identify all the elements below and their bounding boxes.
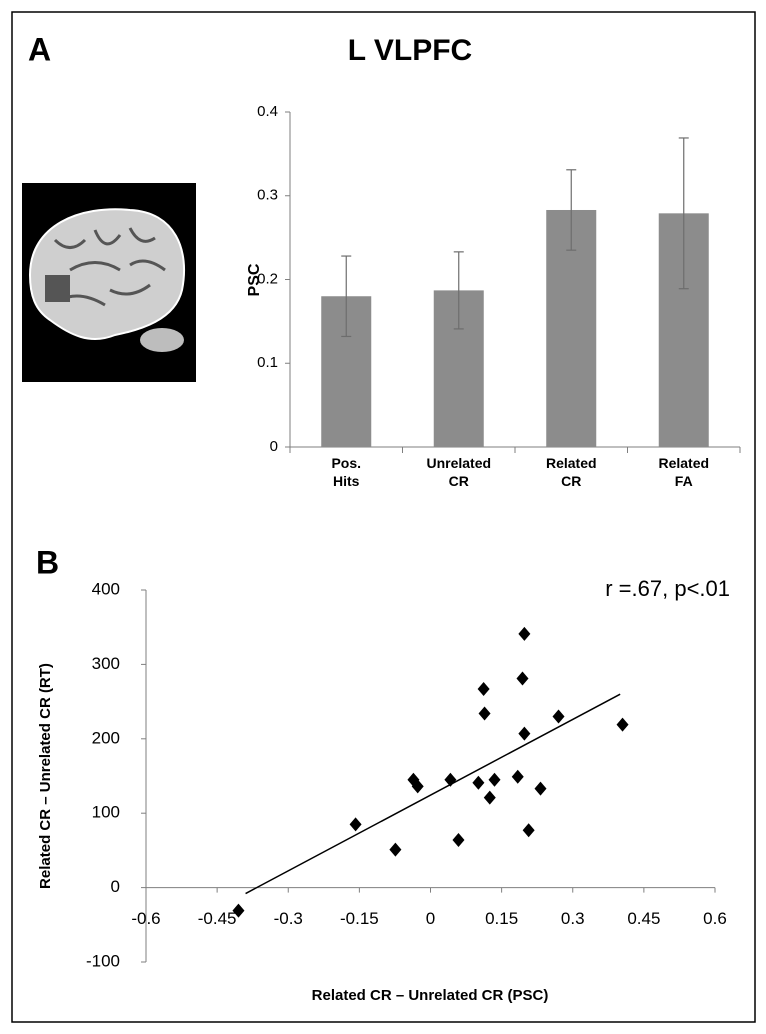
panel-label: B — [36, 544, 59, 580]
x-tick-label: 0.45 — [627, 909, 660, 928]
x-tick-label: -0.15 — [340, 909, 379, 928]
point — [488, 772, 501, 787]
y-axis-label: Related CR – Unrelated CR (RT) — [37, 663, 54, 889]
point — [511, 769, 524, 784]
error-bar — [341, 255, 352, 338]
y-tick-label: 200 — [92, 728, 120, 747]
annotation: r =.67, p<.01 — [605, 576, 730, 601]
point — [534, 781, 547, 796]
point — [472, 775, 485, 790]
x-tick-label: Pos. Hits — [331, 455, 361, 489]
point — [389, 842, 402, 857]
point — [444, 772, 457, 787]
point — [232, 903, 245, 918]
frame — [11, 11, 756, 1023]
error-bar — [453, 251, 464, 330]
trendline — [245, 693, 621, 895]
panel-label: A — [28, 31, 51, 67]
x-tick-label: Unrelated CR — [426, 455, 491, 489]
point — [411, 779, 424, 794]
x-tick-label: 0.15 — [485, 909, 518, 928]
y-tick-label: 0.4 — [257, 103, 278, 120]
y-tick-label: 0 — [111, 877, 120, 896]
point — [349, 817, 362, 832]
point — [478, 706, 491, 721]
y-tick-label: 0.1 — [257, 354, 278, 371]
point — [483, 790, 496, 805]
x-tick-label: -0.45 — [198, 909, 237, 928]
y-axis-label: PSC — [246, 263, 263, 296]
y-tick-label: 0 — [270, 438, 278, 455]
point — [477, 681, 490, 696]
y-tick-label: 400 — [92, 579, 120, 598]
error-bar — [678, 137, 689, 290]
point — [452, 832, 465, 847]
brain-image — [22, 183, 196, 382]
point — [516, 671, 529, 686]
x-tick-label: -0.3 — [274, 909, 303, 928]
point — [522, 823, 535, 838]
point — [518, 626, 531, 641]
x-tick-label: 0.6 — [703, 909, 727, 928]
y-tick-label: 0.3 — [257, 187, 278, 204]
error-bar — [566, 169, 577, 251]
point — [552, 709, 565, 724]
x-axis-label: Related CR – Unrelated CR (PSC) — [312, 987, 549, 1004]
x-tick-label: 0.3 — [561, 909, 585, 928]
x-tick-label: 0 — [426, 909, 435, 928]
y-tick-label: 100 — [92, 803, 120, 822]
x-tick-label: Related FA — [658, 455, 709, 489]
point — [616, 717, 629, 732]
point — [518, 726, 531, 741]
y-tick-label: -100 — [86, 951, 120, 970]
x-tick-label: Related CR — [546, 455, 597, 489]
y-tick-label: 0.2 — [257, 270, 278, 287]
x-tick-label: -0.6 — [131, 909, 160, 928]
y-tick-label: 300 — [92, 654, 120, 673]
chart-title: L VLPFC — [348, 34, 472, 67]
